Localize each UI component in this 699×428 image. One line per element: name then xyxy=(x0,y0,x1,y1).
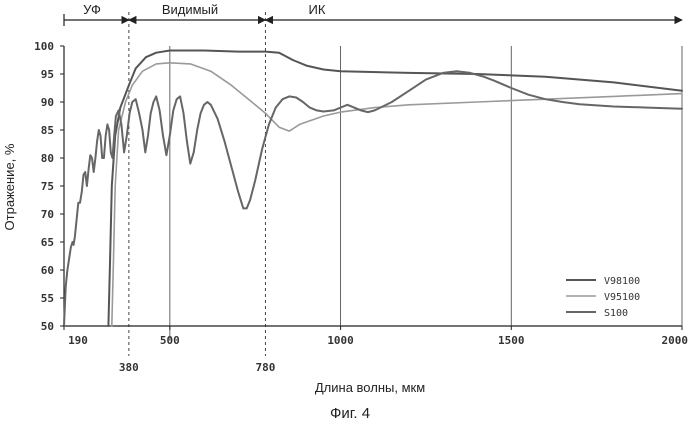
x-tick-labels: 190 500 1000 1500 2000 380 780 xyxy=(64,326,688,374)
y-tick-label: 80 xyxy=(41,152,54,165)
series-line-v98100 xyxy=(108,51,682,327)
y-tick-label: 50 xyxy=(41,320,54,333)
y-tick-label: 75 xyxy=(41,180,54,193)
x-axis-label: Длина волны, мкм xyxy=(315,380,425,395)
legend-label: S100 xyxy=(604,308,628,319)
spectral-bands: УФ Видимый ИК xyxy=(64,2,682,26)
plot-frame xyxy=(64,46,682,326)
series-line-s100 xyxy=(64,71,682,326)
x-tick-label: 500 xyxy=(160,334,180,347)
grid-lines xyxy=(129,12,682,356)
x-tick-label: 380 xyxy=(119,361,139,374)
series-line-v95100 xyxy=(112,63,682,326)
x-tick-label: 1000 xyxy=(327,334,354,347)
legend: V98100 V95100 S100 xyxy=(566,276,640,319)
x-tick-label: 1500 xyxy=(498,334,525,347)
x-tick-label: 190 xyxy=(68,334,88,347)
figure-caption: Фиг. 4 xyxy=(330,405,370,422)
y-tick-labels: 50 55 60 65 70 75 80 85 90 95 100 xyxy=(34,40,64,333)
y-tick-label: 95 xyxy=(41,68,54,81)
x-tick-label: 2000 xyxy=(662,334,689,347)
legend-label: V95100 xyxy=(604,292,640,303)
band-label: ИК xyxy=(309,2,326,17)
y-tick-label: 60 xyxy=(41,264,54,277)
y-tick-label: 70 xyxy=(41,208,54,221)
legend-label: V98100 xyxy=(604,276,640,287)
y-axis-label: Отражение, % xyxy=(2,143,17,230)
series-lines xyxy=(64,51,682,327)
y-tick-label: 65 xyxy=(41,236,54,249)
band-label: УФ xyxy=(83,2,101,17)
y-tick-label: 100 xyxy=(34,40,54,53)
y-tick-label: 55 xyxy=(41,292,54,305)
band-label: Видимый xyxy=(162,2,218,17)
y-tick-label: 90 xyxy=(41,96,54,109)
y-tick-label: 85 xyxy=(41,124,54,137)
x-tick-label: 780 xyxy=(256,361,276,374)
